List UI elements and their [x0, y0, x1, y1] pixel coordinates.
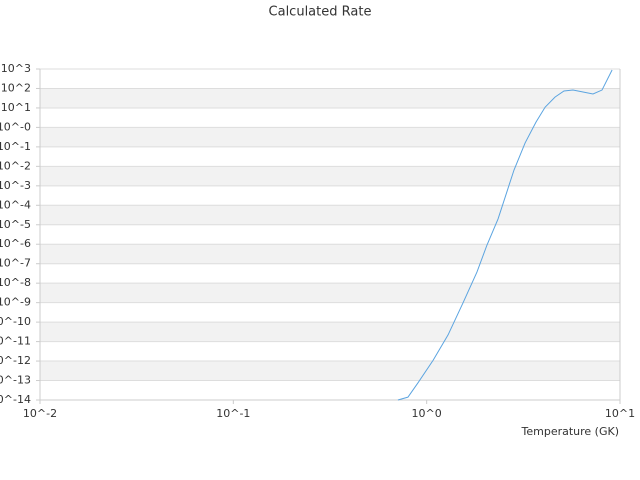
grid-band [40, 205, 620, 225]
chart-title: Calculated Rate [269, 5, 372, 20]
y-tick-label: 10^-5 [0, 218, 31, 231]
y-tick-label: 10^-9 [0, 296, 31, 309]
y-tick-label: 10^2 [1, 81, 31, 94]
x-tick-label: 10^-1 [216, 407, 250, 420]
x-tick-label: 10^1 [605, 407, 635, 420]
x-axis-label: Temperature (GK) [521, 425, 620, 438]
grid-band [40, 127, 620, 147]
grid-band [40, 244, 620, 264]
y-tick-label: 10^-4 [0, 198, 31, 211]
y-tick-label: 10^-14 [0, 393, 31, 406]
y-tick-label: 10^-13 [0, 374, 31, 387]
x-tick-label: 10^-2 [23, 407, 57, 420]
y-tick-label: 10^-11 [0, 335, 31, 348]
grid-band [40, 166, 620, 186]
y-tick-label: 10^-10 [0, 315, 31, 328]
y-tick-label: 10^-12 [0, 354, 31, 367]
x-tick-label: 10^0 [412, 407, 442, 420]
y-tick-label: 10^-8 [0, 276, 31, 289]
grid-band [40, 88, 620, 108]
y-tick-label: 10^3 [1, 62, 31, 75]
y-tick-label: 10^-7 [0, 257, 31, 270]
line [397, 69, 613, 401]
y-tick-label: 10^-1 [0, 140, 31, 153]
grid-band [40, 283, 620, 303]
y-tick-label: 10^-2 [0, 159, 31, 172]
y-tick-label: 10^-3 [0, 179, 31, 192]
grid-band [40, 322, 620, 342]
y-tick-label: 10^1 [1, 101, 31, 114]
grid-band [40, 361, 620, 381]
y-tick-label: 10^-0 [0, 120, 31, 133]
y-tick-label: 10^-6 [0, 237, 31, 250]
